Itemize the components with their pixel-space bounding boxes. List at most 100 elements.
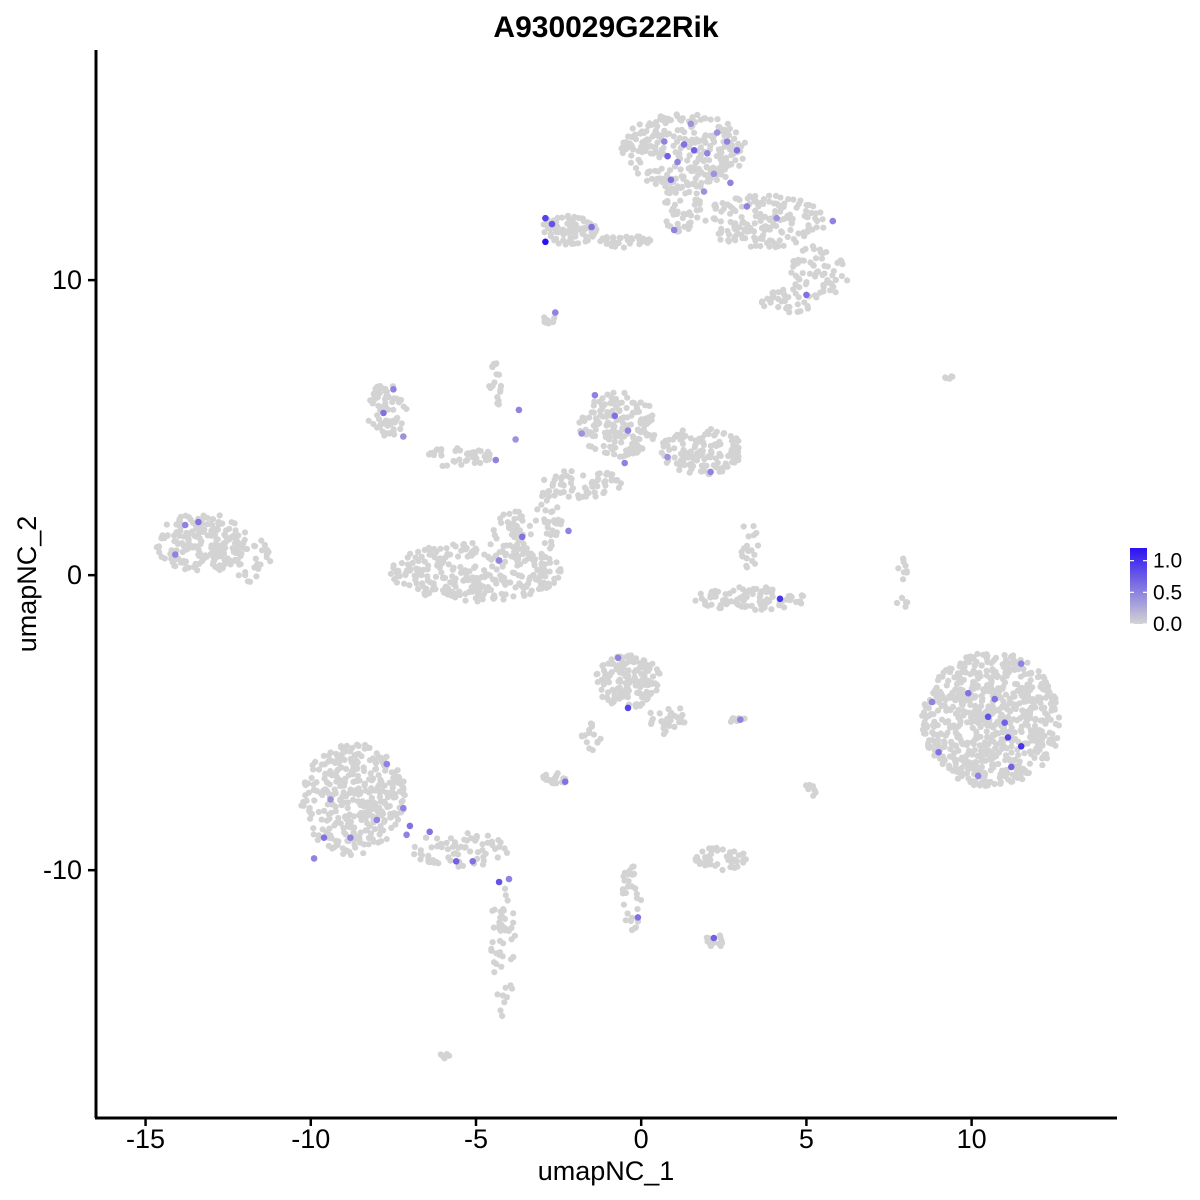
cell-point-center-cluster-b (687, 449, 694, 456)
cell-point-center-low-cluster (637, 660, 645, 667)
cell-point-right-big-cluster (978, 662, 985, 669)
cell-point-left-mid-cluster (383, 388, 390, 395)
expressing-cell-point (403, 831, 410, 839)
cell-point-small-cluster-c (699, 848, 706, 855)
cell-point-right-big-cluster (959, 771, 967, 778)
cell-point-right-big-cluster (957, 736, 964, 744)
cell-point-far-left-tail (263, 554, 270, 561)
cell-point-top-cluster-blob (648, 175, 656, 182)
cell-point-lower-left-tail (502, 984, 509, 991)
cell-point-mid-right-arc (763, 596, 771, 603)
cell-point-right-big-cluster (995, 707, 1002, 714)
cell-point-right-big-cluster (1024, 659, 1031, 666)
cell-point-mid-u-cluster (406, 582, 413, 589)
cell-point-top-cluster-blob (643, 177, 651, 184)
cell-point-top-left-cluster (580, 217, 587, 225)
cell-point-right-big-cluster (977, 747, 985, 755)
cell-point-mid-u-cluster (457, 564, 464, 571)
cell-point-top-cluster-wing (771, 240, 778, 247)
cell-point-center-stem (543, 530, 550, 537)
cell-point-lower-left-cluster (348, 759, 355, 766)
cell-point-top-bridge (636, 233, 643, 240)
cell-point-right-big-cluster (1008, 743, 1015, 750)
cell-point-center-cluster-a (600, 442, 607, 450)
cell-point-mid-u-cluster (462, 590, 469, 598)
cell-point-right-big-cluster (973, 735, 980, 742)
cell-point-top-cluster-bottom (812, 292, 819, 299)
cell-point-small-cluster-c (706, 845, 713, 852)
cell-point-upper-mid-strand (497, 382, 505, 390)
cell-point-top-cluster-stem (679, 214, 686, 222)
cell-point-lower-left-cluster (306, 808, 313, 815)
cell-point-lower-left-cluster (373, 765, 380, 773)
cell-point-right-big-cluster (1014, 717, 1021, 724)
cell-point-right-big-cluster (1020, 665, 1027, 673)
cell-point-lower-center-strand (620, 901, 628, 908)
cell-point-top-cluster-blob (658, 146, 665, 153)
cell-point-center-low-tail (661, 722, 668, 729)
cell-point-lower-left-cluster (325, 790, 332, 797)
cell-point-lower-left-cluster (386, 779, 393, 786)
cell-point-mid-u-right-arm (519, 517, 526, 524)
cell-point-center-cluster-b (682, 432, 689, 439)
cell-point-center-cluster-a (612, 444, 619, 451)
cell-point-top-cluster-blob (714, 116, 721, 123)
cell-point-mid-u-cluster (502, 581, 509, 588)
cell-point-top-cluster-wing (777, 194, 784, 201)
cell-point-left-mid-arm (477, 459, 484, 467)
cell-point-mid-u-cluster (437, 545, 444, 552)
cell-point-lower-left-cluster (350, 830, 358, 837)
cell-point-small-cluster-d (704, 938, 711, 945)
cell-point-center-cluster-c (557, 481, 564, 488)
cell-point-lower-speck (441, 1055, 448, 1062)
cell-point-lower-left-cluster (307, 815, 314, 822)
cell-point-mid-right-strand (750, 523, 757, 530)
cell-point-lower-left-cluster (377, 754, 384, 761)
cell-point-mid-u-cluster (413, 565, 420, 572)
cell-point-center-cluster-a (630, 447, 637, 454)
cell-point-small-cluster-d (717, 935, 724, 942)
cell-point-right-big-cluster (1011, 756, 1019, 763)
cell-point-lower-left-tail (498, 913, 506, 920)
cell-point-right-big-cluster (946, 753, 954, 760)
cell-point-mid-right-arc (798, 600, 805, 607)
cell-point-mid-u-cluster (401, 580, 408, 587)
cell-point-left-mid-cluster (390, 406, 397, 413)
cell-point-top-cluster-tail (802, 245, 809, 253)
cell-point-top-cluster-wing (752, 242, 759, 249)
cell-point-mid-u-right-arm (507, 542, 514, 549)
cell-point-top-cluster-wing (734, 195, 741, 202)
expressing-cell-point (495, 557, 503, 564)
cell-point-top-cluster-tail (838, 273, 846, 280)
cell-point-mid-right-arc (697, 590, 704, 597)
cell-point-left-mid-cluster (374, 412, 381, 419)
cell-point-far-left-tail (258, 537, 265, 544)
expressing-cell-point (634, 914, 642, 921)
cell-point-top-left-cluster (540, 221, 547, 228)
expressing-cell-point (469, 858, 477, 865)
cell-point-top-left-cluster (541, 229, 548, 236)
cell-point-top-cluster-wing (738, 203, 746, 210)
cell-point-top-cluster-blob (627, 159, 635, 166)
cell-point-right-big-cluster (1001, 652, 1008, 659)
cell-point-top-cluster-blob (655, 168, 662, 175)
cell-point-lower-left-arm (444, 846, 451, 853)
cell-point-far-left-cluster (180, 557, 187, 565)
cell-point-top-cluster-blob (619, 144, 626, 151)
expressing-cell-point (505, 875, 513, 883)
cell-point-right-big-cluster (993, 741, 1000, 748)
cell-point-center-low-cluster (637, 701, 644, 709)
cell-point-center-cluster-a (606, 434, 613, 441)
cell-point-right-big-cluster (952, 729, 959, 736)
expressing-cell-point (578, 430, 585, 437)
cell-point-mid-right-arc (716, 605, 723, 612)
cell-point-top-cluster-stem (691, 180, 698, 187)
cell-point-center-cluster-a (637, 429, 644, 436)
cell-point-right-big-cluster (1010, 660, 1017, 667)
cell-point-top-cluster-bottom (786, 309, 793, 316)
cell-point-center-cluster-a (615, 433, 623, 440)
cell-point-right-big-cluster (947, 723, 954, 730)
cell-point-top-bridge (623, 233, 630, 240)
cell-point-right-big-cluster (1038, 736, 1045, 744)
cell-point-center-cluster-c (583, 489, 590, 496)
